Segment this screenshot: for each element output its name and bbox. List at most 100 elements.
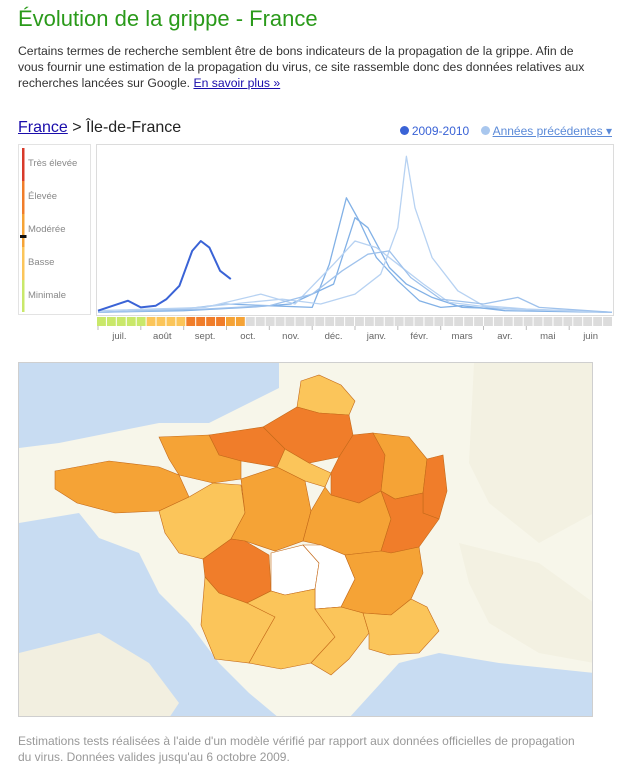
intensity-strip-cell	[464, 317, 474, 326]
intensity-strip-cell	[166, 317, 176, 326]
map-region-provence-alpes-c-te-d-azur[interactable]	[362, 598, 440, 656]
intensity-scale: Très élevée Élevée Modérée Basse Minimal…	[18, 144, 91, 315]
intensity-strip-cell	[116, 317, 126, 326]
intensity-strip-cell	[603, 317, 612, 326]
intensity-strip-cell	[404, 317, 414, 326]
italy-land	[459, 543, 592, 663]
intensity-strip-cell	[384, 317, 394, 326]
series-line-previous-year	[97, 240, 613, 313]
scale-segment-very-high	[22, 148, 25, 181]
mediterranean-sea	[350, 653, 592, 716]
intensity-strip-cell	[106, 317, 116, 326]
north-sea-channel	[19, 363, 279, 448]
france-region-map[interactable]	[18, 362, 593, 717]
intensity-strip-cell	[563, 317, 573, 326]
intensity-strip-cell	[325, 317, 335, 326]
intensity-strip-cell	[345, 317, 354, 326]
x-tick-label: sept.	[195, 331, 216, 342]
intensity-strip-cell	[434, 317, 444, 326]
series-line-previous-year	[97, 155, 613, 313]
intensity-strip-cell	[523, 317, 533, 326]
neighbour-countries	[469, 363, 592, 543]
intensity-strip-cell	[245, 317, 255, 326]
breadcrumb-separator: >	[72, 119, 82, 136]
scale-segment-low	[22, 247, 25, 280]
intensity-strip-cell	[196, 317, 206, 326]
intro-text: Certains termes de recherche semblent êt…	[18, 43, 598, 91]
x-tick-label: juin	[582, 331, 598, 342]
series-line-previous-year	[97, 250, 613, 313]
x-tick-label: janv.	[366, 331, 386, 342]
scale-label-moderate: Modérée	[28, 224, 66, 235]
series-line-current-season	[97, 240, 232, 312]
x-tick-label: mars	[452, 331, 473, 342]
x-tick-label: févr.	[410, 331, 428, 342]
intensity-strip-cell	[414, 317, 424, 326]
map-region-franche-comt-[interactable]	[380, 490, 440, 554]
intensity-strip-cell	[136, 317, 146, 326]
legend-previous-label: Années précédentes ▾	[492, 124, 612, 138]
intensity-strip-cell	[474, 317, 483, 326]
france-map-svg	[19, 363, 592, 716]
scale-label-high: Élevée	[28, 191, 58, 202]
intensity-strip-cell	[235, 317, 245, 326]
intensity-strip-cell	[513, 317, 523, 326]
intensity-strip-cell	[305, 317, 315, 326]
x-tick-label: oct.	[240, 331, 255, 342]
intensity-strip-cell	[573, 317, 583, 326]
intensity-strip-cell	[593, 317, 603, 326]
current-level-marker-icon	[20, 235, 27, 238]
previous-years-dot-icon	[480, 126, 490, 135]
intensity-strip-cell	[216, 317, 225, 326]
intensity-strip-cell	[533, 317, 543, 326]
legend-current-label: 2009-2010	[411, 124, 470, 138]
intensity-strip-cell	[265, 317, 275, 326]
intensity-strip-cell	[295, 317, 305, 326]
intensity-strip-cell	[364, 317, 374, 326]
intensity-strip-cell	[484, 317, 493, 326]
intensity-scale-bar	[20, 148, 27, 312]
breadcrumb-region: Île-de-France	[86, 119, 182, 136]
flu-trend-chart-svg: juil. août sept. oct. nov. déc. janv. févr. mars…	[96, 144, 614, 342]
intensity-strip-cell	[394, 317, 404, 326]
intensity-strip-cell	[335, 317, 345, 326]
intensity-strip-cell	[543, 317, 553, 326]
intensity-strip-cell	[176, 317, 186, 326]
intensity-strip-cell	[493, 317, 503, 326]
breadcrumb-country-link[interactable]: France	[18, 119, 68, 136]
learn-more-link[interactable]: En savoir plus »	[193, 76, 281, 90]
intensity-strip-cell	[126, 317, 136, 326]
intensity-strip-cell	[355, 317, 364, 326]
x-tick-label: mai	[540, 331, 555, 342]
current-season-dot-icon	[399, 126, 409, 135]
intensity-strip-cell	[186, 317, 196, 326]
intensity-strip-cell	[553, 317, 563, 326]
x-tick-label: juil.	[111, 331, 126, 342]
x-tick-label: nov.	[282, 331, 299, 342]
intensity-strip-cell	[503, 317, 513, 326]
footer-note: Estimations tests réalisées à l'aide d'u…	[18, 734, 575, 764]
spain-land	[19, 633, 179, 716]
x-tick-label: déc.	[325, 331, 343, 342]
scale-segment-moderate	[22, 214, 25, 247]
page-title: Évolution de la grippe - France	[18, 6, 318, 31]
scale-label-very-high: Très élevée	[28, 158, 78, 169]
flu-trend-chart: juil. août sept. oct. nov. déc. janv. févr. mars…	[96, 144, 614, 344]
intensity-strip-cell	[275, 317, 285, 326]
intensity-strip-cell	[583, 317, 593, 326]
intensity-strip-cell	[285, 317, 295, 326]
intensity-strip-cell	[255, 317, 265, 326]
scale-label-minimal: Minimale	[28, 290, 67, 301]
map-region-languedoc-roussillon[interactable]	[310, 606, 370, 676]
scale-label-low: Basse	[28, 257, 55, 268]
intensity-strip-cell	[374, 317, 384, 326]
intensity-strip-cell	[156, 317, 166, 326]
intensity-strip-cell	[226, 317, 235, 326]
legend-current-season: 2009-2010	[399, 124, 470, 138]
breadcrumb: France > Île-de-France	[18, 119, 181, 137]
intensity-strip-cell	[206, 317, 216, 326]
intensity-strip-cell	[424, 317, 434, 326]
intensity-strip-cell	[97, 317, 106, 326]
x-tick-label: août	[153, 331, 172, 342]
previous-years-dropdown[interactable]: Années précédentes ▾	[480, 124, 612, 138]
